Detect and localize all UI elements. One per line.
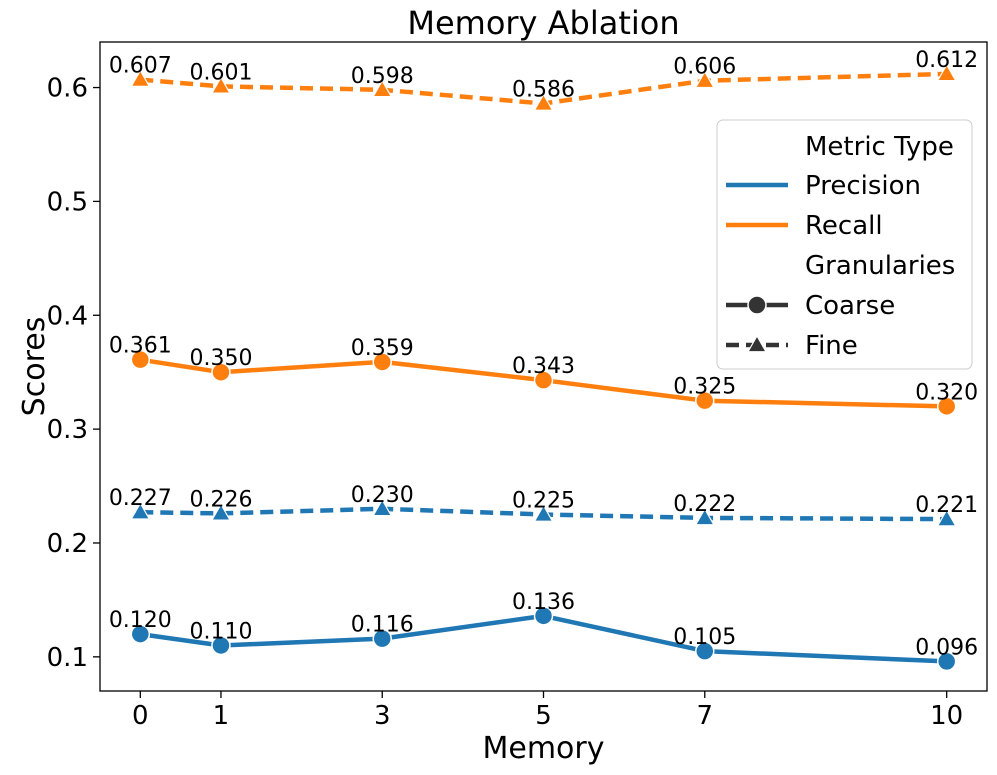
legend: Metric Type Granularies Precision Recall C… bbox=[716, 119, 973, 370]
data-label: 0.222 bbox=[673, 492, 736, 517]
data-point bbox=[533, 93, 554, 111]
y-tick-label: 0.3 bbox=[47, 415, 88, 445]
data-label: 0.359 bbox=[351, 336, 414, 361]
data-label: 0.601 bbox=[189, 60, 252, 85]
x-tick-label: 1 bbox=[213, 701, 230, 731]
data-label: 0.350 bbox=[189, 346, 252, 371]
x-tick-label: 5 bbox=[535, 701, 552, 731]
data-label: 0.227 bbox=[109, 486, 172, 511]
data-label: 0.361 bbox=[109, 334, 172, 359]
data-label: 0.105 bbox=[673, 625, 736, 650]
series-precision-coarse bbox=[130, 606, 957, 672]
series-line bbox=[140, 71, 947, 106]
axes: 0.10.20.30.40.50.60 1 3 5 7 10 bbox=[47, 41, 988, 731]
data-point bbox=[533, 504, 554, 522]
data-label: 0.607 bbox=[109, 54, 172, 79]
data-point bbox=[130, 69, 151, 87]
data-label: 0.606 bbox=[673, 55, 736, 80]
data-point bbox=[130, 624, 151, 644]
x-tick-label: 3 bbox=[374, 701, 391, 731]
data-label: 0.225 bbox=[512, 489, 575, 514]
legend-item-fine: Fine bbox=[805, 331, 858, 361]
data-point bbox=[694, 70, 715, 89]
data-point bbox=[695, 390, 715, 411]
data-label: 0.096 bbox=[915, 635, 978, 660]
data-point bbox=[130, 349, 151, 370]
data-point bbox=[372, 628, 392, 649]
series-line bbox=[139, 613, 947, 664]
y-tick-label: 0.5 bbox=[47, 187, 88, 217]
data-point bbox=[211, 362, 231, 382]
series-recall-coarse bbox=[130, 349, 957, 417]
data-label: 0.120 bbox=[109, 608, 172, 633]
legend-granularity-header: Granularies bbox=[805, 251, 955, 281]
legend-item-precision: Precision bbox=[805, 171, 921, 201]
x-tick-label: 7 bbox=[696, 701, 713, 731]
y-axis-label: Scores bbox=[17, 317, 52, 417]
x-axis-label: Memory bbox=[482, 731, 604, 766]
data-label: 0.586 bbox=[512, 77, 575, 102]
data-point bbox=[533, 370, 554, 390]
data-label: 0.110 bbox=[189, 619, 252, 644]
data-point bbox=[372, 498, 393, 517]
legend-marker bbox=[747, 295, 767, 315]
data-label: 0.116 bbox=[351, 613, 414, 638]
data-label: 0.230 bbox=[351, 483, 414, 508]
data-point bbox=[695, 641, 715, 661]
y-tick-label: 0.4 bbox=[47, 301, 88, 331]
series-recall-fine bbox=[130, 63, 957, 111]
series-line bbox=[140, 506, 947, 522]
data-point bbox=[210, 76, 231, 94]
data-label: 0.136 bbox=[512, 590, 575, 615]
data-label: 0.612 bbox=[915, 48, 978, 73]
legend-item-recall: Recall bbox=[805, 211, 883, 241]
legend-metric-header: Metric Type bbox=[805, 132, 954, 162]
data-point bbox=[694, 507, 715, 526]
data-point bbox=[533, 606, 554, 626]
y-tick-label: 0.1 bbox=[47, 643, 88, 673]
data-label: 0.325 bbox=[673, 375, 736, 400]
data-point bbox=[936, 396, 957, 417]
data-point bbox=[936, 651, 957, 672]
data-point bbox=[372, 352, 392, 372]
chart-title: Memory Ablation bbox=[407, 4, 679, 42]
legend-item-coarse: Coarse bbox=[805, 291, 895, 321]
data-point bbox=[372, 79, 393, 98]
series-line bbox=[139, 357, 947, 409]
data-point bbox=[936, 508, 957, 527]
y-tick-label: 0.6 bbox=[47, 74, 88, 104]
data-label: 0.320 bbox=[915, 380, 978, 405]
x-tick-label: 10 bbox=[930, 701, 963, 731]
series-layer bbox=[130, 63, 957, 672]
data-point bbox=[936, 63, 957, 82]
legend-marker bbox=[746, 334, 768, 353]
y-tick-label: 0.2 bbox=[47, 529, 88, 559]
x-tick-label: 0 bbox=[132, 701, 149, 731]
data-point bbox=[211, 635, 231, 656]
data-label: 0.226 bbox=[189, 487, 252, 512]
data-label: 0.598 bbox=[351, 64, 414, 89]
data-label: 0.221 bbox=[915, 493, 978, 518]
data-label: 0.343 bbox=[512, 354, 575, 379]
data-point bbox=[210, 503, 231, 521]
data-point bbox=[130, 502, 151, 520]
series-precision-fine bbox=[130, 498, 957, 527]
data-labels: 0.120 0.110 0.116 0.136 0.105 0.096 0.227 0.226… bbox=[109, 48, 978, 661]
